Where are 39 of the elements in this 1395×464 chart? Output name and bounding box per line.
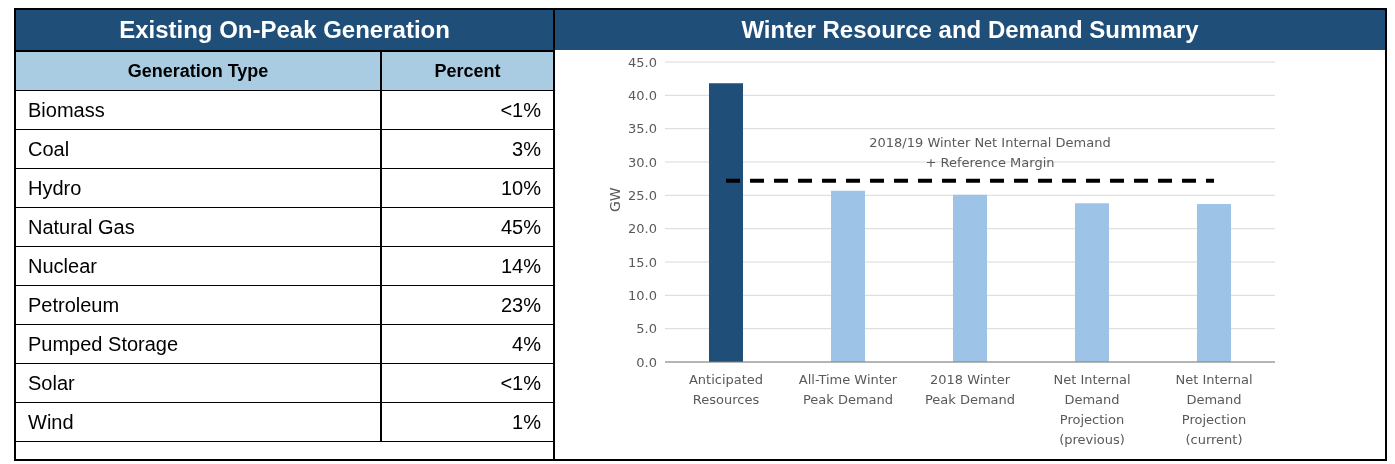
category-label: Petroleum <box>16 286 382 325</box>
text: 45% <box>500 216 541 238</box>
y-axis-title: GW <box>606 187 623 212</box>
text: 10% <box>500 177 541 199</box>
x-tick-label: Net Internal Demand Projection (current) <box>1175 372 1253 447</box>
category-label: Wind <box>16 403 382 442</box>
text: 3% <box>512 138 541 160</box>
y-tick-label: 15.0 <box>628 254 657 270</box>
y-tick-label: 25.0 <box>628 187 657 203</box>
category-label: Hydro <box>16 169 382 208</box>
x-tick-label: 2018 Winter Peak Demand <box>924 372 1016 407</box>
category-label: Pumped Storage <box>16 325 382 364</box>
x-tick-label: Anticipated Resources <box>688 372 764 407</box>
y-tick-label: 30.0 <box>628 154 657 170</box>
x-tick-label: All-Time Winter Peak Demand <box>798 372 898 407</box>
category-label: Coal <box>16 130 382 169</box>
chart-title: Winter Resource and Demand Summary <box>555 10 1385 50</box>
text: 4% <box>512 333 541 355</box>
category-label: Nuclear <box>16 247 382 286</box>
y-tick-label: 45.0 <box>628 54 657 70</box>
y-tick-label: 10.0 <box>628 287 657 303</box>
ref-line-label: 2018/19 Winter Net Internal Demand + Reference Margin <box>869 134 1111 170</box>
x-tick-label: Net Internal Demand Projection (previous) <box>1053 372 1131 447</box>
y-tick-label: 40.0 <box>628 87 657 103</box>
text: Percent <box>382 52 553 91</box>
text: 14% <box>500 255 541 277</box>
text: 1% <box>512 411 541 433</box>
category-label: Biomass <box>16 91 382 130</box>
category-label: Solar <box>16 364 382 403</box>
y-tick-label: 0.0 <box>636 354 657 370</box>
text: <1% <box>500 372 541 394</box>
text: Generation Type <box>16 52 382 91</box>
category-label: Natural Gas <box>16 208 382 247</box>
y-tick-label: 35.0 <box>628 121 657 137</box>
y-tick-label: 20.0 <box>628 221 657 237</box>
text: <1% <box>500 99 541 121</box>
text: Existing On-Peak Generation <box>16 10 553 50</box>
text: 23% <box>500 294 541 316</box>
y-tick-label: 5.0 <box>636 321 657 337</box>
